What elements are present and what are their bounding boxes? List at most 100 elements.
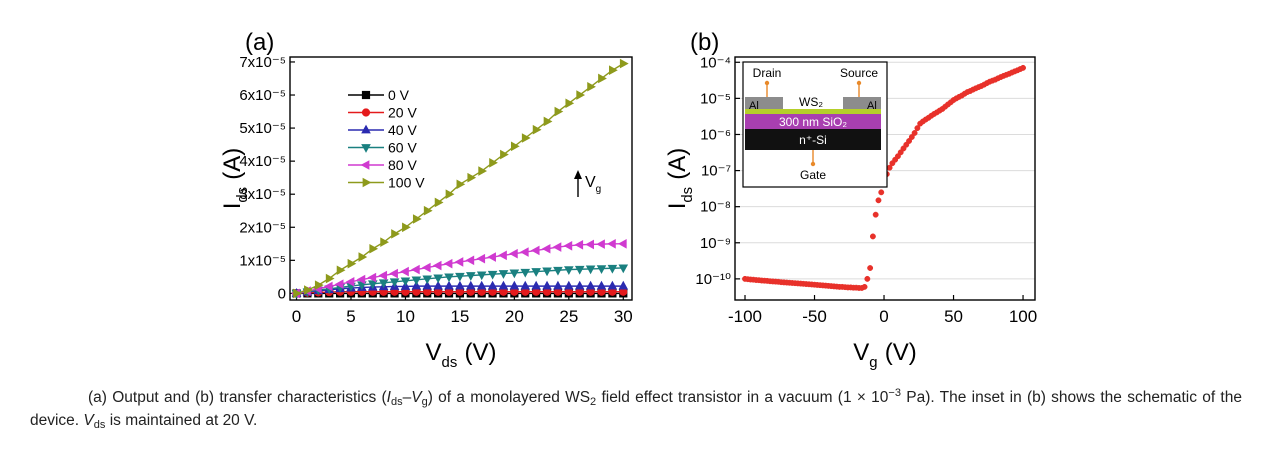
marker xyxy=(565,98,575,109)
marker xyxy=(564,280,574,290)
caption-text: ds xyxy=(93,419,106,431)
y-axis-label-unit: (A) xyxy=(219,148,246,180)
marker xyxy=(360,160,370,170)
marker xyxy=(411,276,422,286)
marker xyxy=(422,280,433,290)
x-axis-label-unit: (V) xyxy=(464,339,496,366)
marker xyxy=(878,189,885,196)
annotation-main: V xyxy=(585,174,596,191)
x-tick-label: -100 xyxy=(728,307,762,326)
caption-text: 2 xyxy=(590,396,597,408)
marker xyxy=(509,280,520,290)
x-tick-label: 50 xyxy=(944,307,963,326)
x-tick-label: 20 xyxy=(505,307,524,326)
x-tick-label: 15 xyxy=(450,307,469,326)
legend-label: 60 V xyxy=(388,140,417,156)
inset-ws2 xyxy=(745,109,881,114)
inset-al xyxy=(745,97,783,110)
marker xyxy=(1020,64,1026,71)
caption-text: ) of a monolayered WS xyxy=(427,389,591,406)
inset-label: Source xyxy=(840,66,878,80)
marker xyxy=(618,280,629,290)
marker xyxy=(574,239,584,250)
marker xyxy=(489,157,498,168)
inset-pin-end xyxy=(764,80,770,86)
x-tick-label: 10 xyxy=(396,307,415,326)
marker xyxy=(433,280,443,290)
marker xyxy=(476,271,487,281)
legend-label: 0 V xyxy=(388,87,410,103)
inset-label: WS₂ xyxy=(799,95,823,109)
marker xyxy=(336,265,346,276)
marker xyxy=(465,280,476,290)
marker xyxy=(607,280,618,290)
marker xyxy=(521,133,531,143)
marker xyxy=(908,134,915,140)
marker xyxy=(509,269,520,279)
x-tick-label: -50 xyxy=(802,307,827,326)
inset-label: Drain xyxy=(753,66,782,80)
marker xyxy=(361,124,371,134)
caption-text: is maintained at 20 V. xyxy=(105,412,258,429)
plot-frame xyxy=(289,56,633,301)
marker xyxy=(498,270,509,279)
inset-label: 300 nm SiO₂ xyxy=(779,115,847,129)
marker xyxy=(478,166,488,176)
x-tick-label: 0 xyxy=(292,307,301,326)
caption-text: V xyxy=(411,389,422,406)
x-tick-label: 5 xyxy=(346,307,355,326)
inset-label: Al xyxy=(867,100,877,112)
marker xyxy=(378,279,389,289)
marker xyxy=(531,280,541,290)
marker xyxy=(574,280,585,290)
marker xyxy=(444,273,454,283)
x-tick-label: 0 xyxy=(879,307,888,326)
marker xyxy=(619,58,629,69)
marker xyxy=(530,245,540,256)
marker xyxy=(498,250,507,261)
marker xyxy=(476,253,486,264)
marker xyxy=(872,211,879,218)
inset-label: Gate xyxy=(800,168,826,182)
y-tick-label: 10⁻⁵ xyxy=(700,90,731,107)
x-tick-label: 30 xyxy=(614,307,633,326)
annotation-arrowhead xyxy=(574,170,582,179)
marker xyxy=(323,281,333,292)
marker xyxy=(914,125,921,132)
y-axis-label: Ids (A) xyxy=(219,148,251,210)
marker xyxy=(454,257,464,267)
marker xyxy=(389,278,400,288)
marker xyxy=(391,229,400,239)
marker xyxy=(500,149,509,160)
marker xyxy=(487,270,498,280)
marker xyxy=(325,273,335,284)
y-tick-label: 6x10⁻⁵ xyxy=(239,87,286,104)
legend-label: 100 V xyxy=(388,175,425,191)
marker xyxy=(520,268,531,278)
marker xyxy=(378,270,388,281)
marker xyxy=(411,280,422,290)
caption-text: Pa). The inset in (b) shows the schemati… xyxy=(30,389,1242,429)
marker xyxy=(543,116,553,127)
marker xyxy=(585,265,596,275)
y-axis-label-sub: ds xyxy=(235,187,251,203)
y-axis-label-main: I xyxy=(664,203,691,210)
marker xyxy=(380,237,390,247)
marker xyxy=(487,252,496,262)
marker xyxy=(422,275,433,285)
marker xyxy=(596,280,607,290)
inset-label: Al xyxy=(749,100,759,112)
figure: 0 1x10⁻⁵ 2x10⁻⁵ 3x10⁻⁵ 4x10⁻⁵ 5x10⁻⁵ 6x10⁻⁵ 7x1… xyxy=(219,29,1037,371)
marker xyxy=(553,266,563,276)
caption-text: – xyxy=(402,389,412,406)
x-axis-label: Vds (V) xyxy=(426,339,497,371)
marker xyxy=(585,280,596,290)
marker xyxy=(362,177,372,188)
caption-text: g xyxy=(421,396,428,408)
x-tick-label: 25 xyxy=(559,307,578,326)
inset-pin-end xyxy=(856,80,862,86)
marker xyxy=(541,243,551,254)
x-axis-label: Vg (V) xyxy=(853,339,916,371)
marker xyxy=(861,283,868,290)
x-axis-label-sub: g xyxy=(869,355,877,371)
